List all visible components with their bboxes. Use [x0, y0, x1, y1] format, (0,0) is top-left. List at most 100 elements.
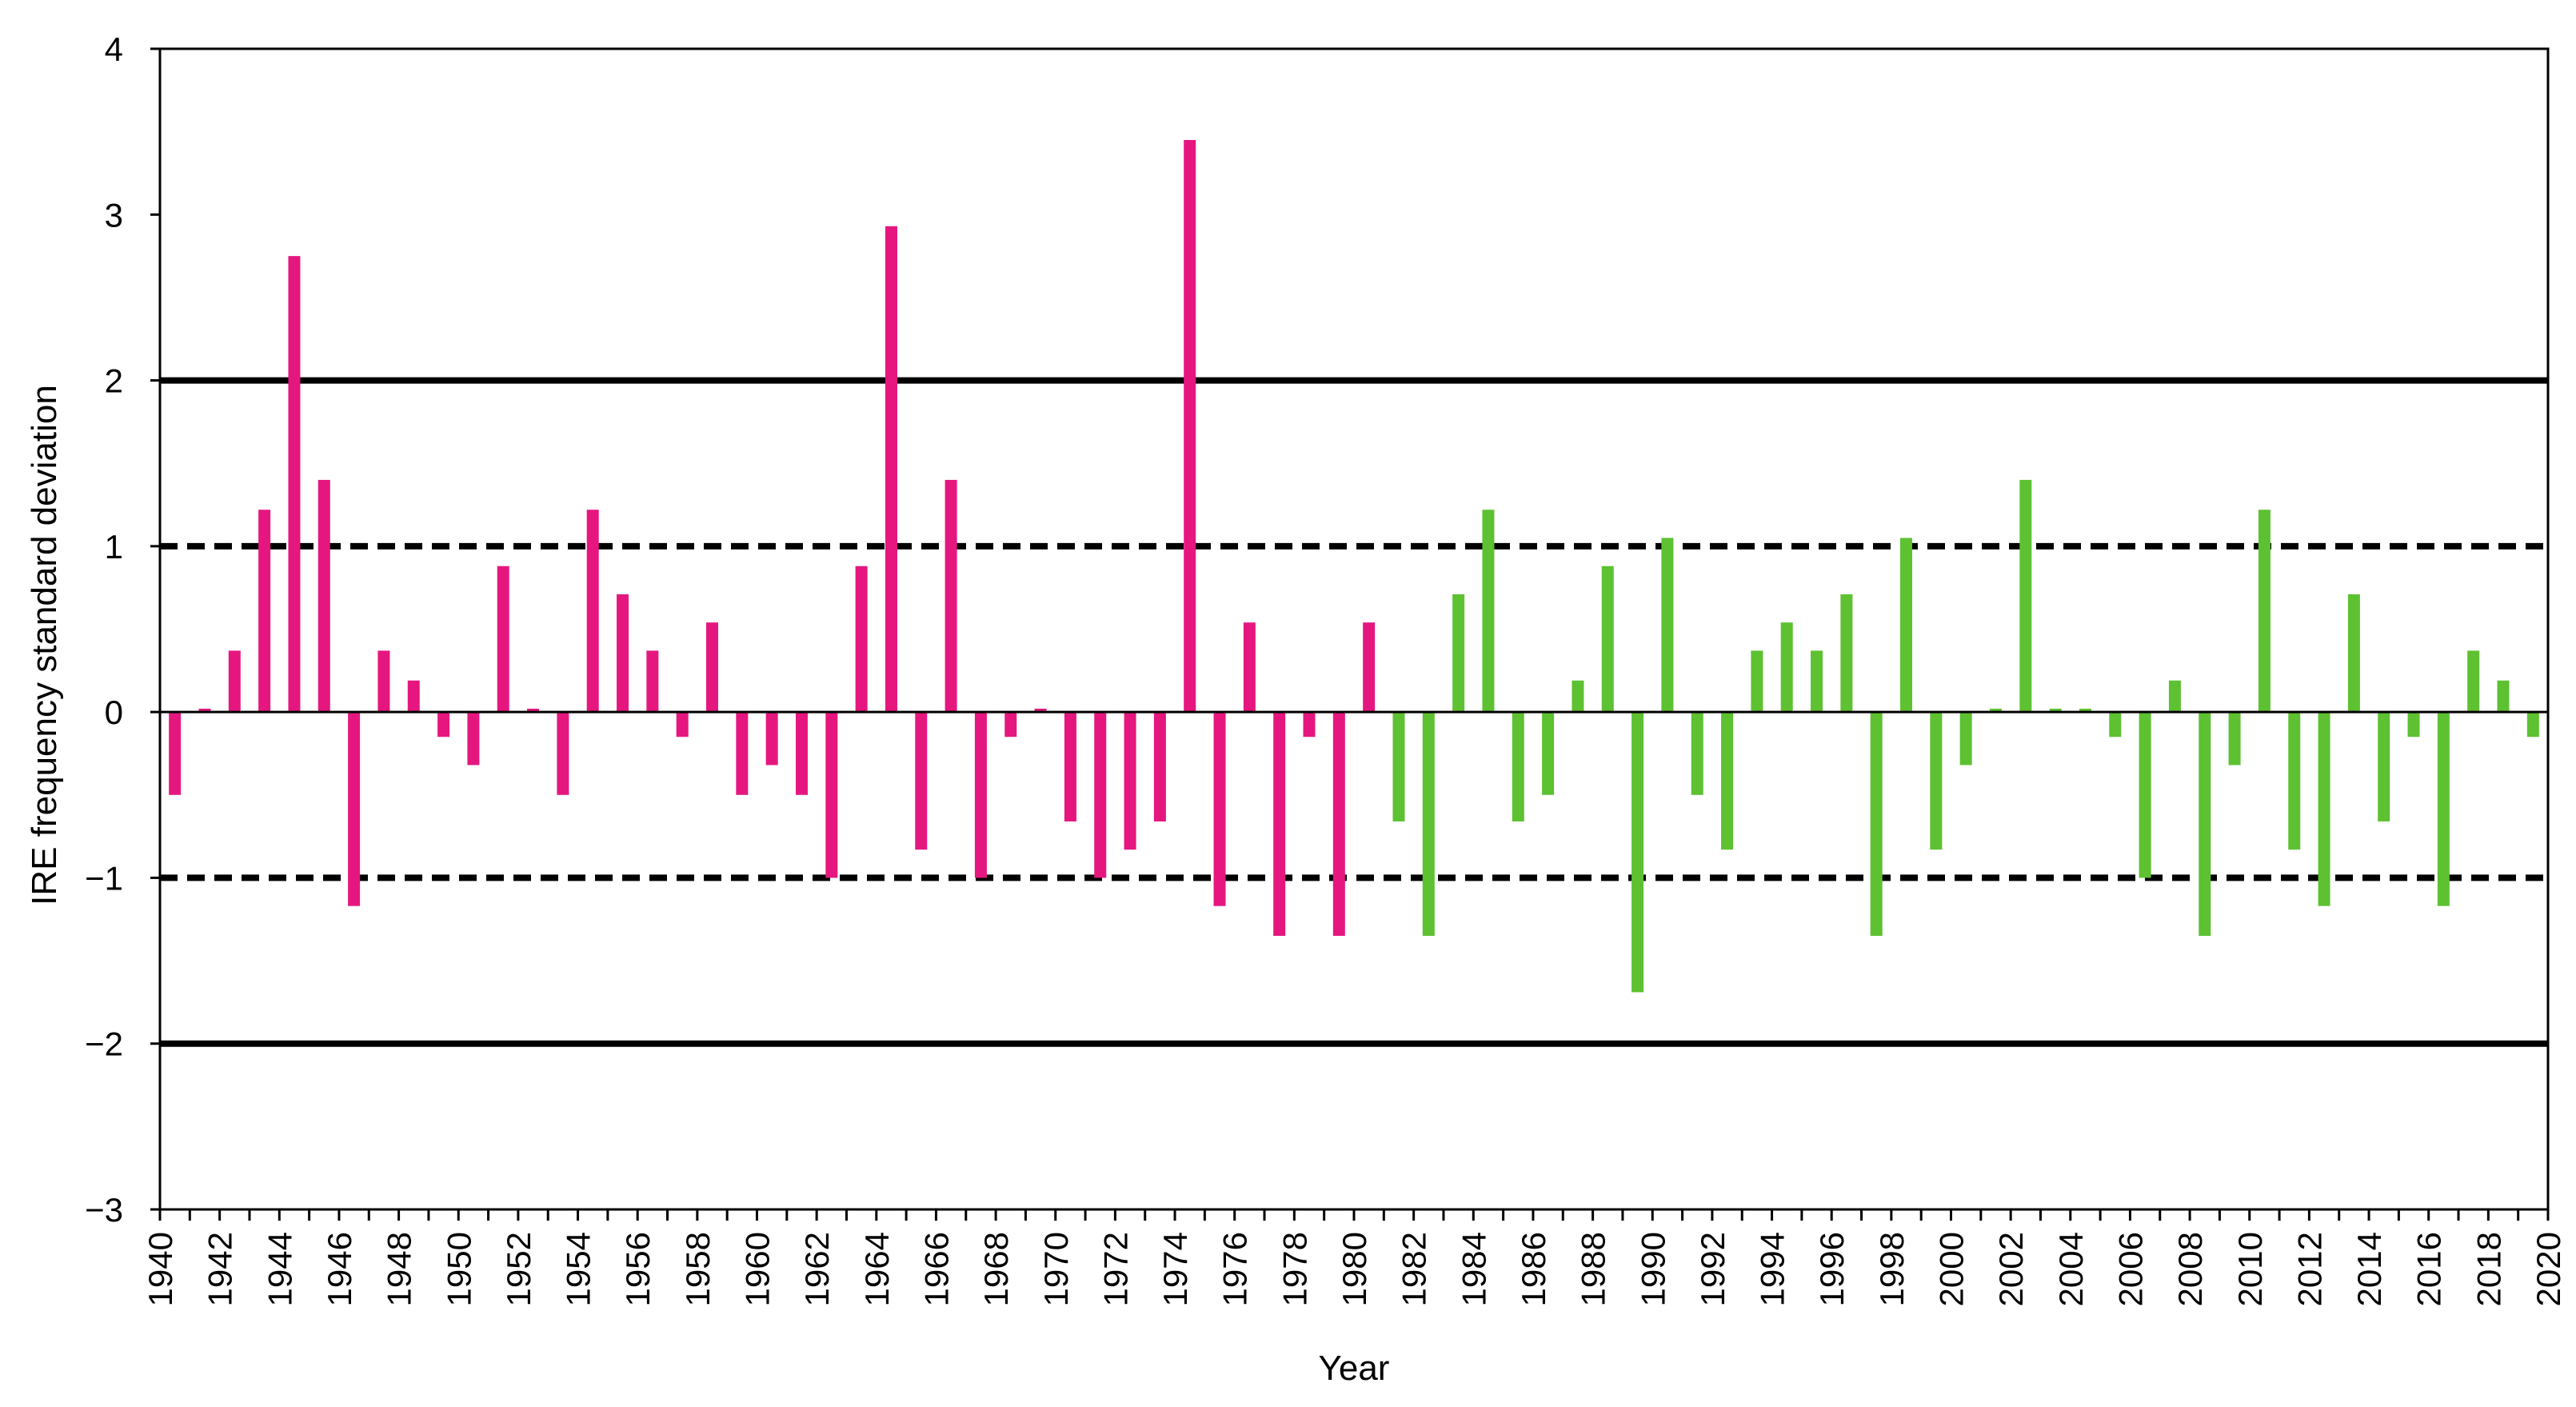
- bar-1958: [706, 622, 719, 713]
- x-tick-label: 2002: [1992, 1232, 2030, 1306]
- x-tick-label: 1990: [1634, 1232, 1671, 1306]
- bar-1959: [736, 712, 749, 795]
- bar-1983: [1452, 594, 1465, 713]
- bar-2001: [1989, 708, 2002, 713]
- x-tick-label: 1940: [142, 1232, 179, 1306]
- y-tick-label: 2: [105, 362, 123, 400]
- bar-2014: [2378, 712, 2390, 821]
- x-tick-label: 2014: [2350, 1232, 2388, 1306]
- x-tick-label: 1962: [798, 1232, 836, 1306]
- bar-2017: [2467, 650, 2480, 713]
- bar-1957: [676, 712, 689, 737]
- bar-1968: [1004, 712, 1017, 737]
- bar-1966: [945, 479, 957, 713]
- x-tick-label: 1970: [1037, 1232, 1075, 1306]
- x-tick-label: 2004: [2052, 1232, 2090, 1306]
- x-tick-label: 1988: [1575, 1232, 1612, 1306]
- bar-1975: [1213, 712, 1226, 906]
- bar-1980: [1363, 622, 1376, 713]
- x-tick-label: 2012: [2290, 1232, 2328, 1306]
- x-tick-label: 1980: [1336, 1232, 1373, 1306]
- bar-1969: [1034, 708, 1047, 713]
- bar-1992: [1721, 712, 1734, 850]
- x-tick-label: 1984: [1455, 1232, 1492, 1306]
- bar-1971: [1094, 712, 1107, 878]
- bar-1996: [1840, 594, 1853, 713]
- bar-2012: [2318, 712, 2330, 906]
- bar-1993: [1751, 650, 1763, 713]
- bar-1991: [1691, 712, 1703, 795]
- bar-1997: [1870, 712, 1883, 936]
- bar-1940: [169, 712, 182, 795]
- x-tick-label: 1978: [1276, 1232, 1313, 1306]
- bar-1990: [1661, 538, 1674, 713]
- x-tick-label: 2006: [2111, 1232, 2149, 1306]
- bar-1974: [1184, 140, 1196, 713]
- x-tick-label: 1976: [1216, 1232, 1254, 1306]
- bar-1981: [1392, 712, 1405, 821]
- bar-1973: [1153, 712, 1166, 821]
- bar-1977: [1273, 712, 1286, 936]
- y-tick-label: 0: [105, 694, 123, 731]
- x-tick-label: 1942: [202, 1232, 239, 1306]
- bar-1961: [795, 712, 808, 795]
- x-tick-label: 1950: [440, 1232, 477, 1306]
- bar-1946: [348, 712, 361, 906]
- bar-1956: [646, 650, 659, 713]
- x-axis-title: Year: [1319, 1349, 1390, 1388]
- y-tick-label: −1: [85, 859, 123, 897]
- y-tick-label: 4: [105, 30, 123, 68]
- x-tick-label: 1992: [1694, 1232, 1731, 1306]
- bar-1951: [497, 566, 509, 713]
- bars: [169, 140, 2539, 993]
- bar-1987: [1572, 680, 1584, 713]
- x-tick-label: 1972: [1096, 1232, 1134, 1306]
- bar-2009: [2228, 712, 2241, 765]
- bar-1964: [885, 226, 897, 713]
- bar-2016: [2437, 712, 2450, 906]
- x-tick-label: 2000: [1933, 1232, 1971, 1306]
- x-tick-label: 1994: [1754, 1232, 1791, 1306]
- bar-1979: [1332, 712, 1345, 936]
- bar-1976: [1243, 622, 1256, 713]
- bar-1984: [1482, 510, 1495, 713]
- bar-1954: [586, 510, 599, 713]
- bar-1943: [258, 510, 271, 713]
- bar-1970: [1064, 712, 1076, 821]
- bar-1985: [1512, 712, 1524, 821]
- bar-1965: [915, 712, 928, 850]
- x-axis-ticks: 1940 1942 1944 1946 1948 1950 1952 1954 1956 1958…: [142, 1209, 2567, 1306]
- x-tick-label: 1986: [1515, 1232, 1552, 1306]
- bar-1978: [1303, 712, 1316, 737]
- bar-1982: [1422, 712, 1435, 936]
- bar-2005: [2109, 712, 2122, 737]
- y-axis-title: IRE frequency standard deviation: [25, 385, 64, 905]
- bar-1953: [557, 712, 569, 795]
- x-tick-label: 1982: [1396, 1232, 1433, 1306]
- bar-1963: [855, 566, 868, 713]
- bar-1994: [1780, 622, 1793, 713]
- bar-2010: [2258, 510, 2270, 713]
- x-tick-label: 1956: [619, 1232, 657, 1306]
- x-tick-label: 1952: [500, 1232, 537, 1306]
- bar-1999: [1930, 712, 1943, 850]
- bar-1960: [765, 712, 778, 765]
- x-tick-label: 1996: [1813, 1232, 1851, 1306]
- bar-1955: [617, 594, 629, 713]
- bar-2013: [2347, 594, 2360, 713]
- bar-2011: [2288, 712, 2301, 850]
- x-tick-label: 1944: [261, 1232, 298, 1306]
- bar-2000: [1959, 712, 1972, 765]
- bar-1952: [527, 708, 540, 713]
- bar-1941: [198, 708, 211, 713]
- y-tick-label: 1: [105, 528, 123, 566]
- bar-1947: [377, 650, 390, 713]
- x-tick-label: 1968: [977, 1232, 1015, 1306]
- bar-1945: [318, 479, 330, 713]
- bar-1986: [1542, 712, 1555, 795]
- x-tick-label: 1954: [560, 1232, 597, 1306]
- bar-1950: [467, 712, 480, 765]
- x-tick-label: 1966: [917, 1232, 955, 1306]
